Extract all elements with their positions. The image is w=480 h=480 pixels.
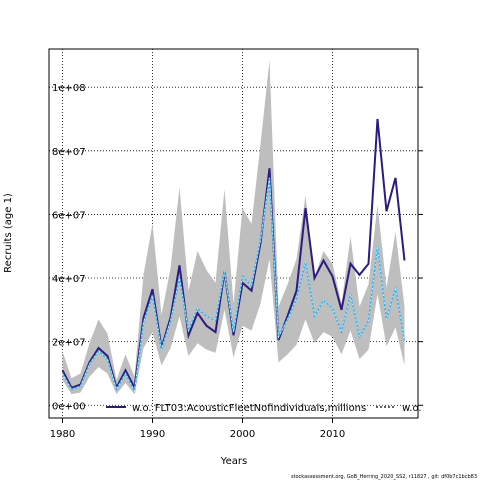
y-tick-label-2: 4e+07	[52, 274, 86, 285]
x-tick-label-1: 1990	[140, 429, 165, 440]
confidence-band-area	[62, 60, 405, 395]
y-tick-label-3: 6e+07	[52, 210, 86, 221]
x-tick-label-3: 2010	[320, 429, 345, 440]
y-tick-label-0: 0e+00	[52, 401, 86, 412]
plot-frame	[48, 48, 419, 419]
x-tick-label-0: 1980	[50, 429, 75, 440]
series-line-1	[61, 118, 406, 392]
x-tick-label-2: 2000	[230, 429, 255, 440]
series-line-2-dashes	[62, 177, 405, 393]
confidence-band	[62, 60, 405, 395]
y-tick-label-4: 8e+07	[52, 147, 86, 158]
y-tick-label-1: 2e+07	[52, 338, 86, 349]
axes: 1980 1990 2000 2010 0e+00 2e+07 4e+07 6e+07 8e+0…	[48, 48, 423, 440]
x-axis-title: Years	[220, 456, 247, 467]
footer-text: stockassessment.org, GoB_Herring_2020_SS…	[291, 474, 477, 480]
y-axis-title: Recruits (age 1)	[3, 193, 14, 273]
y-tick-label-5: 1e+08	[52, 83, 86, 94]
legend: w.o. FLT03:AcousticFleetNofindividuals,m…	[106, 403, 422, 414]
series-lines	[61, 118, 406, 394]
legend-label-series-1: w.o. FLT03:AcousticFleetNofindividuals,m…	[132, 403, 366, 414]
legend-label-series-2: w.o.	[402, 403, 422, 414]
